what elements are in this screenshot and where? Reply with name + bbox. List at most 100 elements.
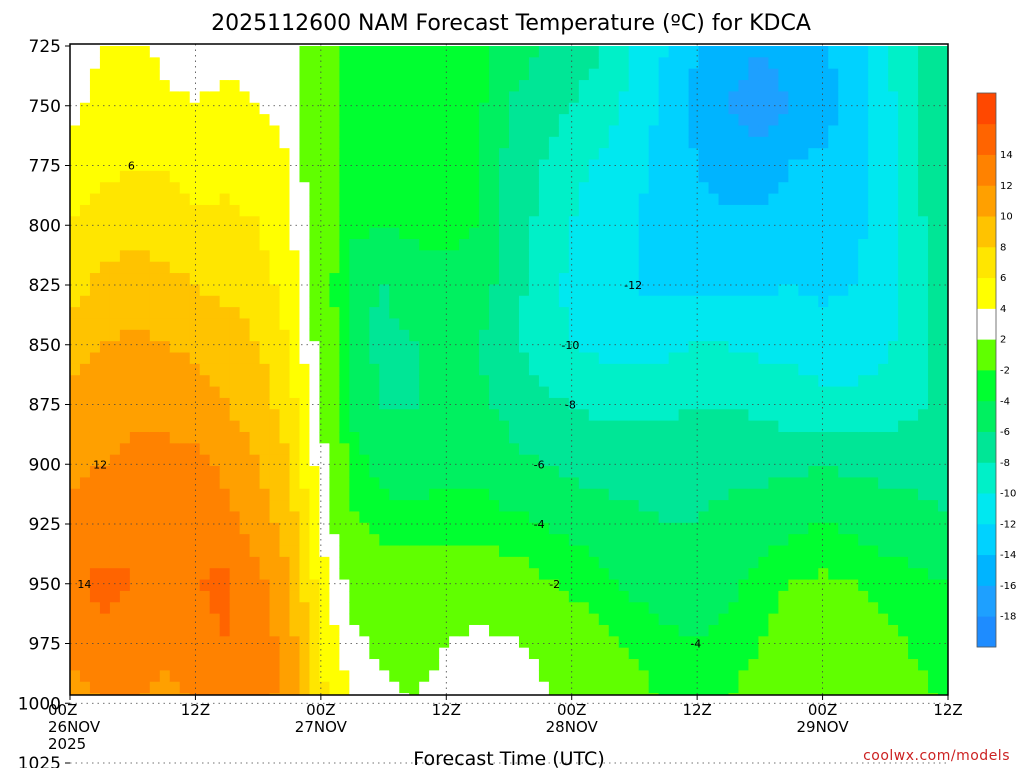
temperature-cell bbox=[150, 739, 161, 751]
temperature-cell bbox=[90, 739, 101, 751]
temperature-cell bbox=[518, 91, 530, 104]
temperature-cell bbox=[528, 102, 540, 115]
temperature-cell bbox=[210, 750, 221, 762]
temperature-cell bbox=[239, 522, 251, 535]
temperature-cell bbox=[758, 57, 770, 70]
temperature-cell bbox=[588, 613, 600, 626]
temperature-cell bbox=[439, 681, 450, 694]
temperature-cell bbox=[718, 352, 730, 365]
temperature-cell bbox=[648, 363, 660, 376]
temperature-cell bbox=[818, 613, 829, 626]
temperature-cell bbox=[279, 204, 291, 217]
temperature-cell bbox=[210, 727, 221, 739]
temperature-cell bbox=[628, 261, 640, 274]
temperature-cell bbox=[808, 477, 819, 490]
temperature-cell bbox=[698, 466, 710, 478]
temperature-cell bbox=[230, 761, 241, 768]
temperature-cell bbox=[170, 739, 181, 751]
temperature-cell bbox=[209, 329, 221, 342]
temperature-cell bbox=[818, 647, 829, 660]
temperature-cell bbox=[489, 613, 500, 626]
temperature-cell bbox=[149, 204, 161, 217]
temperature-cell bbox=[289, 522, 301, 535]
temperature-cell bbox=[389, 57, 400, 70]
temperature-cell bbox=[399, 545, 410, 558]
temperature-cell bbox=[788, 238, 799, 251]
temperature-cell bbox=[558, 261, 570, 274]
temperature-cell bbox=[598, 273, 610, 285]
temperature-cell bbox=[309, 511, 321, 524]
temperature-cell bbox=[409, 534, 420, 547]
temperature-cell bbox=[818, 477, 829, 490]
temperature-cell bbox=[509, 670, 520, 683]
temperature-cell bbox=[649, 727, 660, 739]
temperature-cell bbox=[678, 91, 690, 104]
temperature-cell bbox=[568, 579, 580, 592]
temperature-cell bbox=[638, 375, 650, 388]
temperature-cell bbox=[259, 681, 271, 694]
temperature-cell bbox=[399, 681, 410, 694]
temperature-cell bbox=[798, 397, 809, 410]
temperature-cell bbox=[578, 556, 590, 569]
temperature-cell bbox=[469, 57, 480, 70]
temperature-cell bbox=[389, 125, 400, 138]
temperature-cell bbox=[608, 375, 620, 388]
temperature-cell bbox=[189, 670, 201, 683]
temperature-cell bbox=[718, 545, 730, 558]
temperature-cell bbox=[548, 636, 560, 649]
temperature-cell bbox=[758, 91, 770, 104]
temperature-cell bbox=[578, 329, 590, 342]
temperature-cell bbox=[558, 352, 570, 365]
temperature-cell bbox=[499, 431, 510, 444]
temperature-cell bbox=[608, 182, 620, 195]
temperature-cell bbox=[758, 477, 770, 490]
temperature-cell bbox=[838, 511, 849, 524]
temperature-cell bbox=[808, 91, 819, 104]
temperature-cell bbox=[608, 681, 620, 694]
temperature-cell bbox=[199, 204, 211, 217]
temperature-cell bbox=[748, 352, 760, 365]
temperature-cell bbox=[129, 170, 141, 183]
temperature-cell bbox=[499, 624, 510, 637]
temperature-cell bbox=[250, 704, 261, 716]
temperature-cell bbox=[369, 454, 380, 467]
temperature-cell bbox=[469, 636, 480, 649]
temperature-cell bbox=[628, 57, 640, 70]
temperature-cell bbox=[598, 261, 610, 274]
temperature-cell bbox=[489, 624, 500, 637]
temperature-cell bbox=[558, 602, 570, 615]
temperature-cell bbox=[618, 318, 630, 331]
temperature-cell bbox=[568, 613, 580, 626]
temperature-cell bbox=[270, 727, 281, 739]
temperature-cell bbox=[838, 148, 849, 161]
temperature-cell bbox=[838, 170, 849, 183]
temperature-cell bbox=[89, 136, 101, 149]
temperature-cell bbox=[678, 534, 690, 547]
temperature-cell bbox=[788, 511, 799, 524]
temperature-cell bbox=[209, 613, 221, 626]
temperature-cell bbox=[838, 318, 849, 331]
temperature-cell bbox=[558, 431, 570, 444]
temperature-cell bbox=[738, 46, 750, 58]
temperature-cell bbox=[509, 250, 520, 263]
temperature-cell bbox=[598, 352, 610, 365]
temperature-cell bbox=[489, 420, 500, 433]
temperature-cell bbox=[329, 613, 340, 626]
temperature-cell bbox=[399, 761, 410, 768]
temperature-cell bbox=[568, 114, 580, 127]
temperature-cell bbox=[359, 636, 370, 649]
temperature-cell bbox=[459, 68, 470, 81]
temperature-cell bbox=[828, 57, 839, 70]
temperature-cell bbox=[389, 704, 400, 716]
temperature-cell bbox=[659, 704, 670, 716]
temperature-cell bbox=[729, 727, 740, 739]
temperature-cell bbox=[518, 193, 530, 206]
temperature-cell bbox=[469, 250, 480, 263]
temperature-cell bbox=[648, 46, 660, 58]
temperature-cell bbox=[738, 420, 750, 433]
temperature-cell bbox=[698, 182, 710, 195]
temperature-cell bbox=[758, 670, 770, 683]
temperature-cell bbox=[139, 477, 151, 490]
temperature-cell bbox=[309, 352, 321, 365]
temperature-cell bbox=[260, 704, 271, 716]
